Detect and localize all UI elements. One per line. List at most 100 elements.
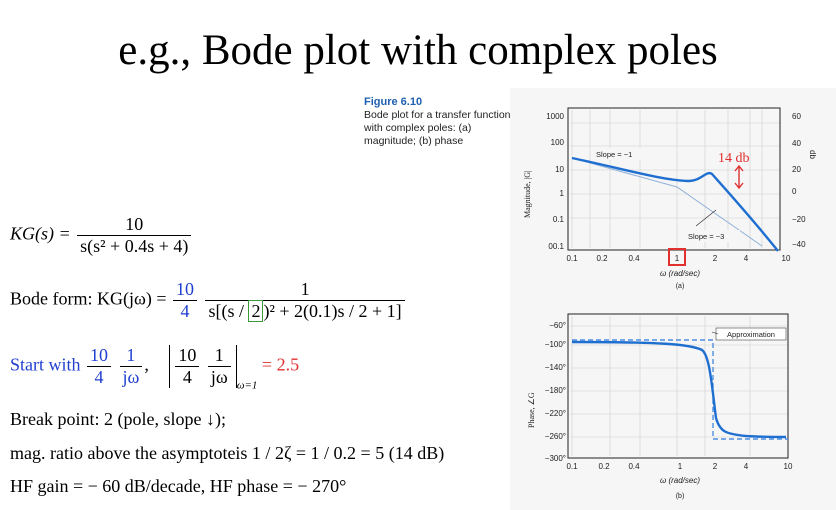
phase-yticks: −60° −100° −140° −180° −220° −260° −300° [545, 321, 566, 463]
figure-caption: Figure 6.10 Bode plot for a transfer fun… [364, 96, 514, 148]
mag-xtick-6: 10 [782, 254, 791, 263]
mag-ytick-2: 10 [555, 165, 564, 174]
mag-xtick-4: 2 [713, 254, 718, 263]
bode-main-num: 1 [300, 279, 310, 299]
bode-gain-den: 4 [172, 300, 197, 322]
phase-xtick-1: 0.2 [598, 462, 610, 471]
phase-xticks: 0.1 0.2 0.4 1 2 4 10 [566, 462, 793, 471]
mag-yticks-right: 60 40 20 0 −20 −40 [792, 112, 806, 249]
start-frac-2-num: 1 [126, 345, 136, 365]
hf-note: HF gain = − 60 dB/decade, HF phase = − 2… [10, 476, 347, 496]
phase-ytick-4: −220° [545, 409, 566, 418]
phase-ytick-5: −260° [545, 432, 566, 441]
slope3-bg [686, 230, 740, 242]
phase-xtick-5: 4 [744, 462, 749, 471]
bode-form-equation: Bode form: KG(jω) = 10 4 1 s[(s / 2)² + … [10, 279, 407, 322]
phase-xlabel: ω (rad/sec) [660, 476, 700, 485]
approx-legend-box [715, 327, 787, 341]
start-frac-3-num: 10 [178, 345, 197, 365]
mag-rtick-1: 40 [792, 139, 801, 148]
mag-xticks: 0.1 0.2 0.4 1 2 4 10 [566, 254, 791, 263]
start-frac-1-den: 4 [87, 366, 111, 388]
plot-background [510, 88, 836, 510]
mag-xtick-0: 0.1 [566, 254, 578, 263]
bode-den-post: )² + 2(0.1)s / 2 + 1] [263, 301, 402, 321]
bode-gain-fraction: 10 4 [172, 279, 197, 322]
mag-rtick-4: −20 [792, 215, 806, 224]
start-result: = 2.5 [261, 354, 300, 375]
phase-ytick-3: −180° [545, 386, 566, 395]
mag-ylabel: Magnitude, |G| [523, 170, 532, 218]
start-frac-3-den: 4 [175, 366, 200, 388]
mag-ytick-4: 0.1 [553, 215, 565, 224]
mag-xtick-2: 0.4 [628, 254, 640, 263]
start-with-label: Start with [10, 354, 81, 375]
start-frac-1: 10 4 [87, 345, 111, 388]
phase-ytick-6: −300° [545, 454, 566, 463]
start-frac-2-den: jω [119, 366, 143, 388]
phase-xtick-6: 10 [784, 462, 793, 471]
bode-main-den: s[(s / 2)² + 2(0.1)s / 2 + 1] [205, 300, 405, 322]
start-frac-4: 1 jω [207, 345, 231, 388]
bode-den-pre: s[(s / [208, 301, 249, 321]
mag-sub: (a) [676, 283, 685, 290]
start-with-equation: Start with 10 4 1 jω , 10 4 1 jω ω=1 = 2… [10, 345, 300, 392]
kg-lhs: KG(s) = [10, 223, 71, 244]
slope3-leader [695, 209, 717, 227]
mag-xtick-3: 1 [675, 254, 680, 263]
peak-annotation: 14 db [718, 151, 750, 166]
magnitude-plot: 1000 100 10 1 0.1 00.1 60 40 20 0 −20 −4… [523, 107, 817, 290]
phase-plot: −60° −100° −140° −180° −220° −260° −300°… [527, 313, 793, 500]
phase-xtick-3: 1 [678, 462, 683, 471]
figure-caption-text: Bode plot for a transfer function with c… [364, 109, 511, 147]
start-frac-3: 10 4 [175, 345, 200, 388]
phase-xtick-2: 0.4 [628, 462, 640, 471]
mag-asymptote [571, 157, 763, 247]
phase-ylabel: Phase, ∠G [527, 392, 536, 428]
bode-den-box: 2 [248, 300, 264, 322]
start-frac-4-num: 1 [214, 345, 224, 365]
abs-value-bars: 10 4 1 jω [169, 345, 237, 388]
bode-lhs: Bode form: KG(jω) = [10, 288, 167, 309]
phase-xtick-4: 2 [713, 462, 718, 471]
bode-plots: 1000 100 10 1 0.1 00.1 60 40 20 0 −20 −4… [510, 88, 836, 510]
start-frac-4-den: jω [207, 366, 231, 388]
figure-number: Figure 6.10 [364, 96, 423, 108]
phase-sub: (b) [676, 493, 685, 500]
mag-ytick-1: 100 [551, 138, 565, 147]
mag-ytick-5: 00.1 [548, 242, 564, 251]
mag-rtick-0: 60 [792, 112, 801, 121]
phase-xtick-0: 0.1 [566, 462, 578, 471]
mag-xlabel: ω (rad/sec) [660, 269, 700, 278]
mag-rtick-2: 20 [792, 165, 801, 174]
peak-arrow [734, 164, 744, 190]
mag-rtick-5: −40 [792, 240, 806, 249]
phase-ytick-1: −100° [545, 340, 566, 349]
break-point-note: Break point: 2 (pole, slope ↓); [10, 409, 226, 429]
transfer-function-equation: KG(s) = 10 s(s² + 0.4s + 4) [10, 214, 193, 257]
kg-denominator: s(s² + 0.4s + 4) [77, 235, 192, 257]
phase-frame [567, 313, 789, 459]
mag-rtick-3: 0 [792, 187, 797, 196]
start-frac-1-num: 10 [90, 345, 108, 365]
phase-curve [571, 340, 787, 439]
approx-legend-label: Approximation [727, 330, 775, 339]
mag-ratio-note: mag. ratio above the asymptoteis 1 / 2ζ … [10, 443, 445, 463]
mag-ytick-3: 1 [560, 189, 565, 198]
phase-ytick-2: −140° [545, 363, 566, 372]
slope1-bg [592, 148, 652, 160]
mag-ylabel-right: db [808, 150, 817, 159]
kg-fraction: 10 s(s² + 0.4s + 4) [77, 214, 192, 257]
start-frac-2: 1 jω [119, 345, 143, 388]
mag-yticks-left: 1000 100 10 1 0.1 00.1 [546, 112, 564, 251]
bode-main-fraction: 1 s[(s / 2)² + 2(0.1)s / 2 + 1] [205, 279, 405, 322]
break-frequency-box [668, 248, 686, 266]
mag-curve [571, 156, 779, 252]
approx-leader [711, 331, 719, 335]
mag-xtick-1: 0.2 [596, 254, 608, 263]
phase-ytick-0: −60° [549, 321, 566, 330]
bode-gain-num: 10 [175, 279, 194, 299]
slope1-label: Slope = −1 [596, 150, 632, 159]
mag-xtick-5: 4 [744, 254, 749, 263]
kg-numerator: 10 [125, 214, 144, 234]
